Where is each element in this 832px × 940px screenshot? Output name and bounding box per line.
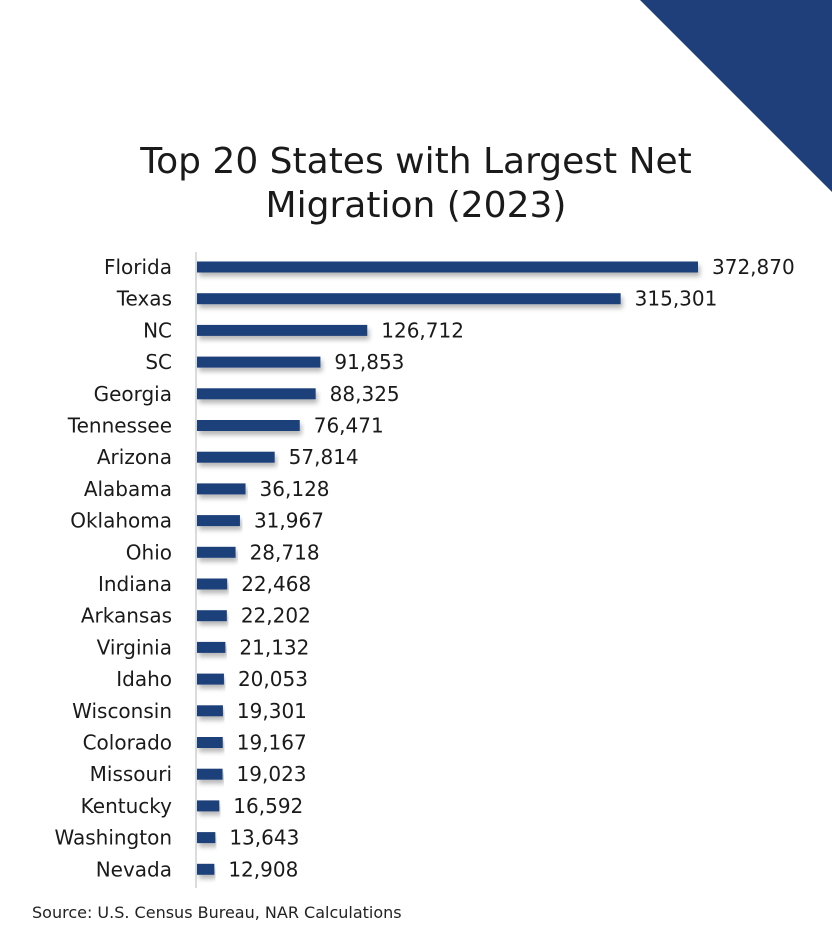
source-note: Source: U.S. Census Bureau, NAR Calculat… — [32, 903, 402, 922]
category-label: NC — [143, 318, 172, 342]
bar — [197, 451, 275, 463]
category-label: Virginia — [97, 635, 172, 659]
data-label: 21,132 — [239, 635, 309, 659]
data-label: 126,712 — [381, 318, 464, 342]
category-label: Ohio — [126, 540, 172, 564]
data-label: 91,853 — [334, 350, 404, 374]
category-label: Texas — [116, 287, 172, 311]
data-label: 28,718 — [250, 540, 320, 564]
data-label: 19,301 — [237, 699, 307, 723]
bar — [197, 483, 246, 495]
data-label: 19,023 — [237, 762, 307, 786]
data-label: 12,908 — [228, 857, 298, 881]
category-label: Washington — [54, 826, 172, 850]
category-label: Nevada — [96, 857, 172, 881]
chart-title: Top 20 States with Largest Net Migration… — [0, 140, 832, 228]
bar — [197, 356, 321, 368]
category-label: Georgia — [94, 382, 172, 406]
chart-title-line-1: Top 20 States with Largest Net — [140, 141, 692, 182]
category-label: Alabama — [84, 477, 172, 501]
category-label: Tennessee — [67, 414, 172, 438]
data-label: 88,325 — [330, 382, 400, 406]
data-label: 13,643 — [229, 826, 299, 850]
category-label: Wisconsin — [72, 699, 172, 723]
category-label: Colorado — [83, 731, 172, 755]
data-label: 31,967 — [254, 509, 324, 533]
data-label: 57,814 — [289, 445, 359, 469]
bar — [197, 641, 226, 653]
bar — [197, 832, 216, 844]
data-label: 16,592 — [233, 794, 303, 818]
bar — [197, 737, 223, 748]
category-label: Arizona — [97, 445, 172, 469]
category-label: Arkansas — [81, 604, 172, 628]
data-label: 22,468 — [241, 572, 311, 596]
bar — [197, 768, 223, 780]
bar — [197, 420, 300, 431]
category-label: Idaho — [116, 667, 172, 691]
data-label: 22,202 — [241, 604, 311, 628]
bar — [197, 261, 698, 273]
category-label: Missouri — [90, 762, 172, 786]
bar — [197, 800, 220, 812]
data-label: 76,471 — [314, 414, 384, 438]
chart-plot-area: Florida 372,870 Texas 315,301 NC 126,712 SC 91,… — [54, 252, 795, 888]
category-label: Florida — [104, 255, 172, 279]
bar — [197, 705, 223, 717]
bar — [197, 324, 368, 336]
category-label: SC — [145, 350, 172, 374]
data-label: 19,167 — [237, 731, 307, 755]
bar-chart: Florida 372,870 Texas 315,301 NC 126,712 SC 91,… — [54, 252, 795, 888]
bar — [197, 293, 621, 305]
data-label: 315,301 — [635, 287, 718, 311]
bar — [197, 388, 316, 400]
bar — [197, 578, 228, 590]
bar — [197, 673, 224, 685]
data-label: 36,128 — [260, 477, 330, 501]
category-label: Indiana — [98, 572, 172, 596]
bar — [197, 515, 240, 527]
data-label: 20,053 — [238, 667, 308, 691]
bar — [197, 546, 236, 558]
category-label: Kentucky — [81, 794, 172, 818]
data-label: 372,870 — [712, 255, 795, 279]
bar — [197, 610, 227, 622]
category-label: Oklahoma — [70, 509, 172, 533]
bar — [197, 863, 215, 875]
chart-title-line-2: Migration (2023) — [265, 185, 567, 226]
